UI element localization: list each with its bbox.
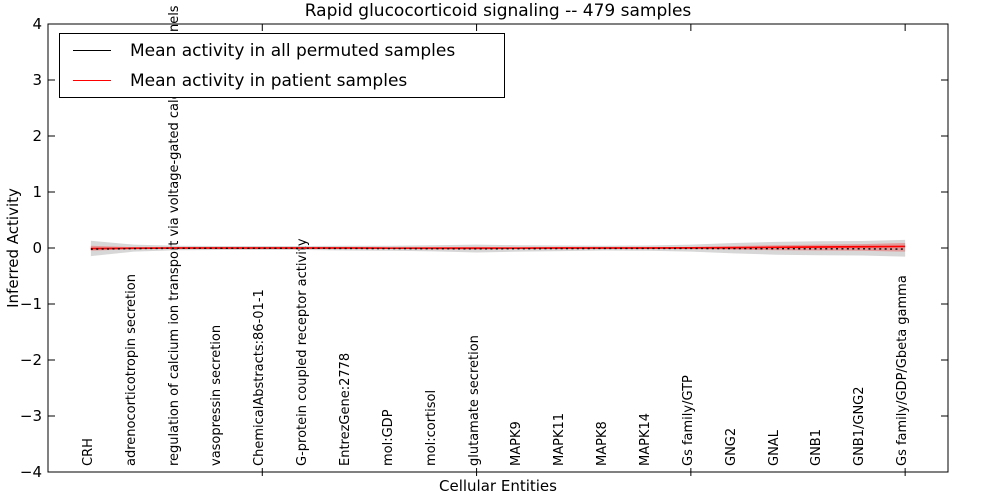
legend-entry-label: Mean activity in patient samples <box>130 70 408 91</box>
x-tick-label: MAPK14 <box>638 412 653 466</box>
y-tick-label: −1 <box>19 295 42 313</box>
x-tick-label: Gs family/GTP <box>680 375 696 466</box>
x-tick-label: adrenocorticotropin secretion <box>123 274 139 466</box>
x-tick-label: Gs family/GDP/Gbeta gamma <box>895 275 911 466</box>
x-tick-label: MAPK11 <box>552 412 568 466</box>
y-tick-label: 2 <box>32 127 42 145</box>
x-tick-label: GNG2 <box>723 427 739 466</box>
chart-title: Rapid glucocorticoid signaling -- 479 sa… <box>304 1 692 21</box>
x-tick-label: EntrezGene:2778 <box>338 352 353 466</box>
x-tick-label: mol:GDP <box>380 409 396 466</box>
x-tick-label: mol:cortisol <box>423 389 439 466</box>
legend-line-sample <box>73 80 111 81</box>
y-tick-label: −3 <box>19 407 42 425</box>
x-tick-label: CRH <box>80 438 96 466</box>
legend-box: Mean activity in all permuted samples Mea… <box>59 33 505 98</box>
legend-line-sample <box>73 50 111 51</box>
x-tick-label: MAPK8 <box>595 421 611 466</box>
legend-entry: Mean activity in patient samples <box>60 66 504 96</box>
x-tick-label: ChemicalAbstracts:86-01-1 <box>252 289 268 466</box>
x-tick-label: vasopressin secretion <box>209 324 225 466</box>
x-tick-label: GNB1 <box>809 429 825 466</box>
x-tick-label: GNB1/GNG2 <box>852 386 868 466</box>
x-tick-label: GNAL <box>766 430 782 466</box>
x-tick-label: MAPK9 <box>509 421 525 466</box>
y-tick-label: 1 <box>32 183 42 201</box>
x-axis-title: Cellular Entities <box>439 477 557 495</box>
y-tick-label: −4 <box>19 463 42 481</box>
y-tick-label: −2 <box>19 351 42 369</box>
legend-entry-label: Mean activity in all permuted samples <box>130 40 456 61</box>
y-tick-label: 4 <box>32 15 42 33</box>
legend-entry: Mean activity in all permuted samples <box>60 36 504 66</box>
y-tick-label: 3 <box>32 71 42 89</box>
x-tick-label: glutamate secretion <box>466 335 482 466</box>
x-tick-label: G-protein coupled receptor activity <box>295 238 311 466</box>
y-tick-label: 0 <box>32 239 42 257</box>
